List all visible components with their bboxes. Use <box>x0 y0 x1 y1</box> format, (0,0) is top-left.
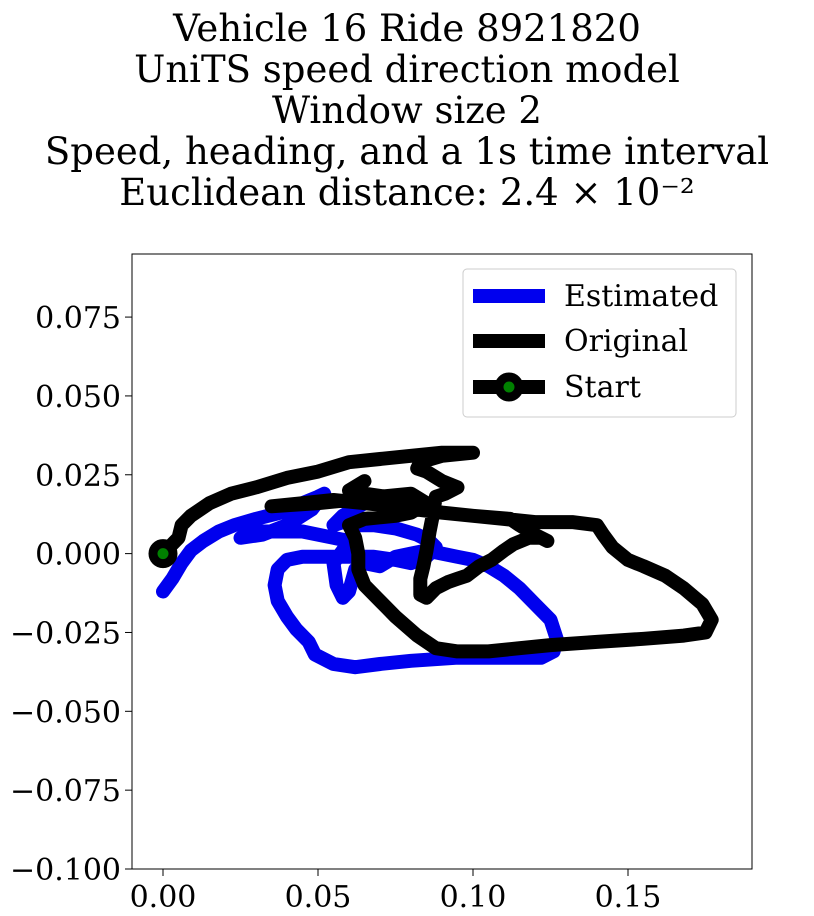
x-tick-label: 0.10 <box>440 880 507 915</box>
y-tick-label: −0.050 <box>10 695 121 730</box>
title-line-1: Vehicle 16 Ride 8921820 <box>173 7 641 50</box>
legend-label-estimated: Estimated <box>564 279 718 314</box>
legend-start-marker <box>494 372 524 402</box>
y-tick-label: 0.075 <box>35 301 121 336</box>
legend-label-start: Start <box>564 370 641 405</box>
x-tick-label: 0.00 <box>130 880 197 915</box>
x-tick-label: 0.05 <box>285 880 352 915</box>
x-axis: 0.00 0.05 0.10 0.15 <box>130 869 662 915</box>
series-line-original <box>156 445 719 659</box>
series-line-estimated <box>156 486 564 675</box>
plot-frame <box>131 253 753 870</box>
title-line-5: Euclidean distance: 2.4 × 10⁻² <box>119 171 695 214</box>
plot-markers <box>148 539 178 569</box>
y-tick-label: −0.075 <box>10 774 121 809</box>
y-axis: 0.075 0.050 0.025 0.000 −0.025 −0.050 −0.075 −0… <box>10 301 132 888</box>
legend: Estimated Original Start <box>462 268 737 418</box>
y-tick-label: 0.025 <box>35 459 121 494</box>
title-line-3: Window size 2 <box>272 89 542 132</box>
start-marker <box>148 539 178 569</box>
y-tick-label: 0.000 <box>35 538 121 573</box>
title-line-2: UniTS speed direction model <box>134 48 680 91</box>
plot-lines <box>156 445 719 675</box>
x-tick-label: 0.15 <box>595 880 662 915</box>
y-tick-label: −0.025 <box>10 616 121 651</box>
title-line-4: Speed, heading, and a 1s time interval <box>44 130 770 173</box>
legend-label-original: Original <box>564 324 688 359</box>
y-tick-label: −0.100 <box>10 853 121 888</box>
y-tick-label: 0.050 <box>35 380 121 415</box>
